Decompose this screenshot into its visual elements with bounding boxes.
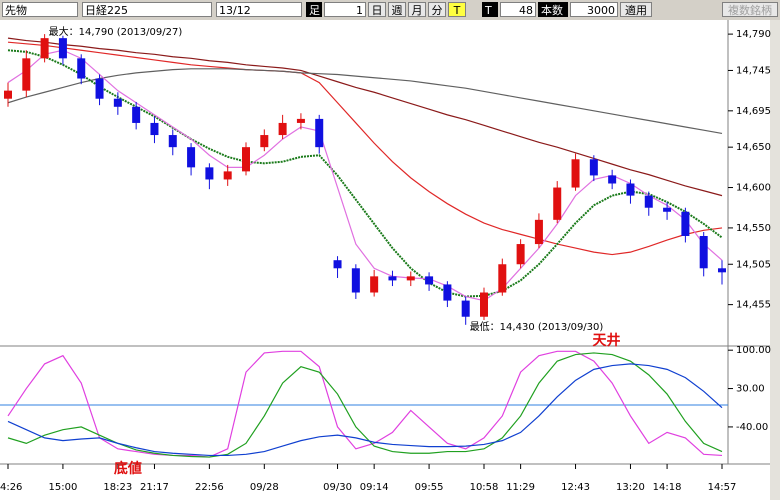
line (7, 37, 723, 197)
candle-body (278, 122, 287, 136)
candle-body (315, 118, 324, 148)
candle-body (406, 276, 415, 281)
max-annotation: 最大：14,790 (2013/09/27) (49, 25, 183, 38)
line (7, 350, 723, 458)
x-tick-label: 09/28 (250, 482, 279, 493)
candle-body (333, 260, 342, 269)
candle-body (425, 276, 434, 285)
candle-body (370, 276, 379, 293)
x-tick-label: 15:00 (49, 482, 78, 493)
bottom-annotation: 底値 (114, 460, 142, 477)
candle-body (516, 244, 525, 265)
min-annotation: 最低：14,430 (2013/09/30) (470, 320, 604, 333)
candle-body (22, 58, 31, 91)
candle-body (589, 159, 598, 176)
y-tick-label: 14,550 (736, 223, 771, 234)
candle-body (351, 268, 360, 293)
x-tick-label: 18:23 (103, 482, 132, 493)
candle-body (40, 38, 49, 59)
y-tick-label: 30.00 (736, 384, 765, 395)
scrollbar (770, 20, 780, 500)
x-tick-label: 12:43 (561, 482, 590, 493)
t-button[interactable]: T (448, 2, 466, 17)
candle-body (608, 175, 617, 184)
minute-button[interactable]: 分 (428, 2, 446, 17)
candle-body (480, 292, 488, 317)
contract-select[interactable]: 13/12 (216, 2, 302, 17)
count-input[interactable]: 48 (500, 2, 536, 17)
candle-body (644, 195, 653, 208)
market-select[interactable]: 先物 (2, 2, 78, 17)
line (7, 352, 723, 458)
x-tick-label: 14:57 (708, 482, 737, 493)
y-tick-label: 14,455 (736, 300, 771, 311)
line (7, 49, 723, 302)
candle-body (388, 276, 397, 281)
x-tick-label: 09/30 (323, 482, 352, 493)
candle-body (205, 167, 214, 180)
candle-body (58, 38, 67, 59)
line (7, 68, 723, 135)
x-tick-label: 09:14 (360, 482, 389, 493)
index-select[interactable]: 日経225 (82, 2, 212, 17)
candle-body (626, 183, 635, 196)
ashi-label: 足 (306, 2, 322, 17)
y-tick-label: 14,695 (736, 106, 771, 117)
toolbar: 先物 日経225 13/12 足 1 日 週 月 分 T T 48 本数 300… (0, 0, 780, 20)
y-tick-label: 14,790 (736, 29, 771, 40)
day-button[interactable]: 日 (368, 2, 386, 17)
x-tick-label: 11:29 (506, 482, 535, 493)
candle-body (150, 122, 159, 136)
y-tick-label: -40.00 (736, 422, 768, 433)
x-tick-label: 22:56 (195, 482, 224, 493)
candle-body (498, 264, 507, 293)
candle-body (168, 135, 177, 148)
background (0, 20, 770, 500)
candle-body (699, 235, 708, 269)
candle-body (443, 284, 452, 301)
candle-body (663, 207, 672, 212)
candle-body (242, 147, 250, 172)
line (7, 49, 723, 298)
candle-body (223, 171, 232, 180)
candle-body (260, 135, 269, 148)
bars-label: 本数 (538, 2, 568, 17)
y-tick-label: 14,600 (736, 183, 771, 194)
y-tick-label: 14,505 (736, 259, 771, 270)
x-tick-label: 21:17 (140, 482, 169, 493)
candle-body (718, 268, 726, 273)
y-tick-label: 100.00 (736, 345, 771, 356)
candle-body (681, 211, 690, 236)
y-tick-label: 14,650 (736, 142, 771, 153)
chart: 14,455 14,505 14,550 14,600 14,650 14,695 14,7… (0, 20, 780, 500)
week-button[interactable]: 週 (388, 2, 406, 17)
ashi-input[interactable]: 1 (324, 2, 366, 17)
t-label: T (482, 2, 498, 17)
candle-body (187, 147, 196, 168)
x-tick-label: 14:18 (653, 482, 682, 493)
candle-body (461, 300, 470, 317)
candle-body (534, 219, 543, 245)
line (7, 41, 723, 256)
candle-body (132, 106, 141, 123)
candle-body (296, 118, 305, 123)
candle-body (113, 98, 122, 107)
candle-body (95, 78, 104, 99)
top-annotation: 天井 (592, 332, 620, 349)
candle-body (77, 58, 86, 79)
candle-body (4, 90, 12, 99)
x-tick-label: 09:55 (415, 482, 444, 493)
bars-input[interactable]: 3000 (570, 2, 618, 17)
apply-button[interactable]: 適用 (620, 2, 652, 17)
candle-body (571, 159, 580, 188)
x-tick-label: 13:20 (616, 482, 645, 493)
y-tick-label: 14,745 (736, 65, 771, 76)
month-button[interactable]: 月 (408, 2, 426, 17)
candle-body (553, 187, 562, 220)
line (7, 363, 723, 457)
x-tick-label: 10:58 (470, 482, 499, 493)
multi-button[interactable]: 複数銘柄 (722, 2, 778, 17)
x-tick-label: 14:26 (0, 482, 22, 493)
